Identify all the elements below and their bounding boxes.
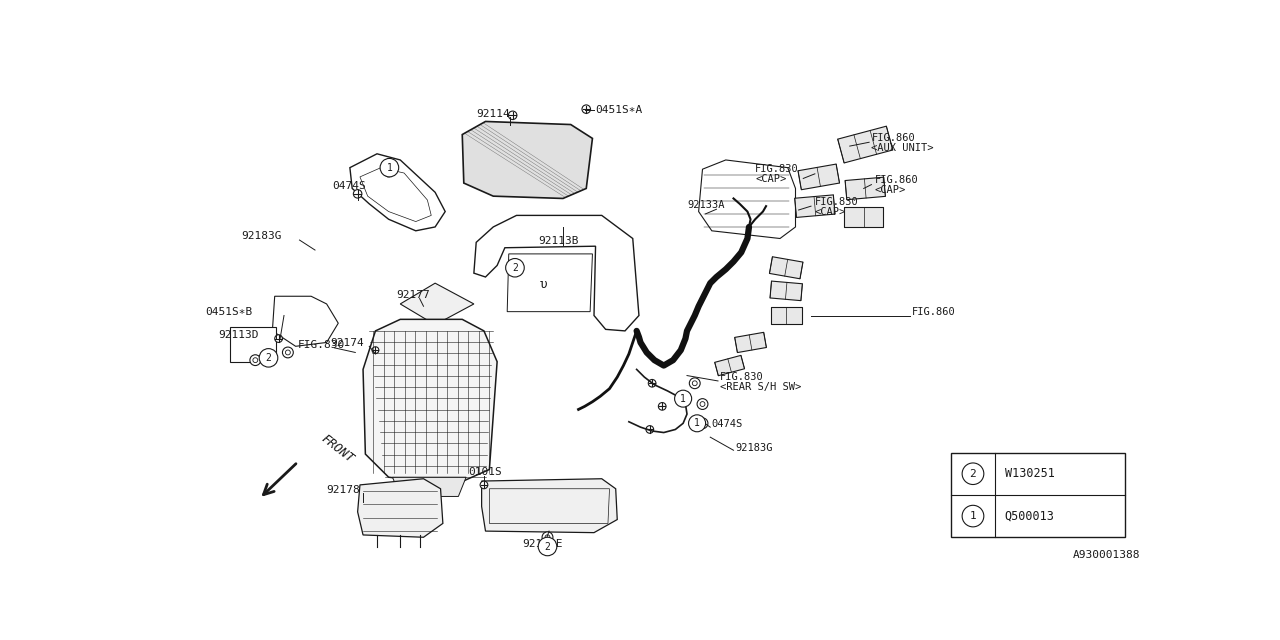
Bar bbox=[229, 327, 276, 362]
Text: 1: 1 bbox=[387, 163, 393, 173]
Text: 92133A: 92133A bbox=[687, 200, 724, 211]
Circle shape bbox=[259, 349, 278, 367]
Circle shape bbox=[250, 355, 261, 365]
Polygon shape bbox=[357, 479, 443, 537]
Text: FRONT: FRONT bbox=[319, 432, 356, 465]
Polygon shape bbox=[714, 355, 745, 376]
Text: <CAP>: <CAP> bbox=[815, 207, 846, 216]
Circle shape bbox=[698, 418, 708, 429]
Circle shape bbox=[506, 259, 525, 277]
Circle shape bbox=[380, 159, 398, 177]
Circle shape bbox=[648, 380, 655, 387]
Text: 0474S: 0474S bbox=[332, 181, 366, 191]
Text: <CAP>: <CAP> bbox=[755, 174, 786, 184]
Text: 2: 2 bbox=[265, 353, 271, 363]
Polygon shape bbox=[364, 319, 497, 485]
Polygon shape bbox=[462, 122, 593, 198]
Circle shape bbox=[963, 463, 984, 484]
Text: 92177: 92177 bbox=[397, 290, 430, 300]
Circle shape bbox=[275, 335, 283, 342]
Polygon shape bbox=[837, 126, 892, 163]
Text: FIG.830: FIG.830 bbox=[298, 340, 346, 349]
Text: 0451S∗B: 0451S∗B bbox=[205, 307, 252, 317]
Circle shape bbox=[385, 169, 393, 177]
Text: 92113D: 92113D bbox=[218, 330, 259, 340]
Text: FIG.830: FIG.830 bbox=[755, 164, 799, 174]
Circle shape bbox=[646, 426, 654, 433]
Circle shape bbox=[690, 378, 700, 388]
Polygon shape bbox=[393, 477, 466, 497]
Polygon shape bbox=[769, 257, 803, 279]
Text: FIG.860: FIG.860 bbox=[872, 133, 915, 143]
Text: 1: 1 bbox=[694, 419, 700, 428]
Text: 92183G: 92183G bbox=[242, 231, 282, 241]
Text: 0474S: 0474S bbox=[712, 419, 744, 429]
Circle shape bbox=[698, 399, 708, 410]
Polygon shape bbox=[771, 281, 803, 301]
Text: 1: 1 bbox=[680, 394, 686, 404]
Text: FIG.830: FIG.830 bbox=[721, 372, 764, 382]
Circle shape bbox=[283, 347, 293, 358]
Polygon shape bbox=[401, 283, 474, 324]
Text: 1: 1 bbox=[970, 511, 977, 521]
Text: 92113E: 92113E bbox=[522, 539, 563, 549]
Text: A930001388: A930001388 bbox=[1073, 550, 1140, 561]
Polygon shape bbox=[845, 177, 886, 200]
Text: FIG.830: FIG.830 bbox=[815, 196, 859, 207]
Text: 2: 2 bbox=[970, 468, 977, 479]
Circle shape bbox=[689, 415, 705, 432]
Circle shape bbox=[582, 105, 590, 113]
Text: 92178: 92178 bbox=[326, 484, 361, 495]
Polygon shape bbox=[735, 332, 767, 353]
Polygon shape bbox=[771, 307, 801, 324]
Polygon shape bbox=[795, 195, 835, 218]
Text: 2: 2 bbox=[544, 541, 550, 552]
Text: υ: υ bbox=[540, 278, 548, 291]
Circle shape bbox=[658, 403, 666, 410]
Text: 2: 2 bbox=[512, 263, 518, 273]
Text: 0451S∗A: 0451S∗A bbox=[595, 105, 643, 115]
Circle shape bbox=[541, 532, 553, 543]
Circle shape bbox=[675, 390, 691, 407]
Text: Q500013: Q500013 bbox=[1005, 509, 1055, 523]
Text: <REAR S/H SW>: <REAR S/H SW> bbox=[721, 382, 801, 392]
Text: 92114: 92114 bbox=[476, 109, 511, 119]
Bar bbox=[951, 452, 1125, 537]
Polygon shape bbox=[797, 164, 840, 189]
Text: FIG.860: FIG.860 bbox=[874, 175, 918, 185]
Polygon shape bbox=[845, 207, 883, 227]
Text: 92174: 92174 bbox=[330, 338, 365, 348]
Circle shape bbox=[963, 506, 984, 527]
Circle shape bbox=[353, 189, 362, 198]
Circle shape bbox=[538, 537, 557, 556]
Polygon shape bbox=[481, 479, 617, 532]
Text: 0101S: 0101S bbox=[468, 467, 502, 477]
Text: 92113B: 92113B bbox=[538, 236, 579, 246]
Text: FIG.860: FIG.860 bbox=[911, 307, 955, 317]
Text: W130251: W130251 bbox=[1005, 467, 1055, 480]
Circle shape bbox=[372, 347, 379, 353]
Text: <AUX UNIT>: <AUX UNIT> bbox=[872, 143, 934, 154]
Circle shape bbox=[508, 111, 517, 120]
Text: 92183G: 92183G bbox=[735, 443, 773, 453]
Text: <CAP>: <CAP> bbox=[874, 185, 906, 195]
Circle shape bbox=[480, 481, 488, 489]
